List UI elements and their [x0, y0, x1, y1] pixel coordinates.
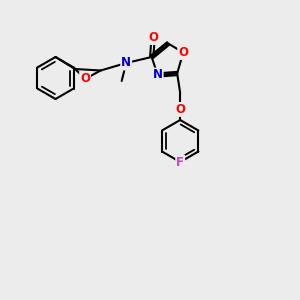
- Text: N: N: [121, 56, 131, 70]
- Text: N: N: [153, 68, 163, 82]
- Text: O: O: [148, 31, 158, 44]
- Text: F: F: [176, 155, 184, 169]
- Text: O: O: [80, 72, 90, 86]
- Text: O: O: [178, 46, 188, 59]
- Text: O: O: [175, 103, 185, 116]
